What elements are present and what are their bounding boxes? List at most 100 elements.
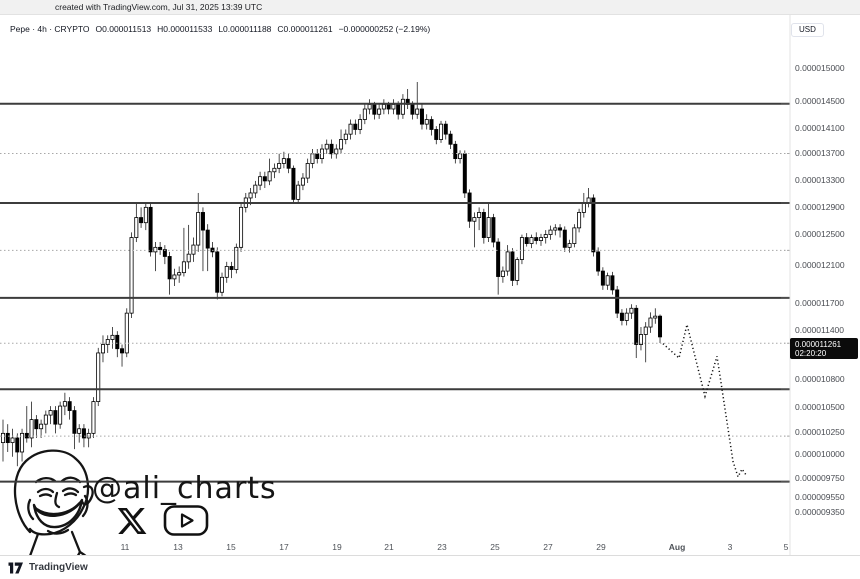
candle (553, 224, 558, 236)
candle (543, 230, 548, 244)
candle (600, 267, 605, 290)
symbol-legend[interactable]: Pepe · 4h · CRYPTO O0.000011513 H0.00001… (10, 24, 430, 34)
price-axis-label: 0.000009750 (795, 473, 845, 483)
watermark-handle-text: @ali_charts (92, 471, 277, 506)
time-axis[interactable]: 11 13 15 17 19 21 23 25 27 29 Aug 3 5 (121, 542, 789, 552)
price-axis-label: 0.000010250 (795, 427, 845, 437)
candle (562, 226, 567, 252)
time-axis-label: 23 (437, 542, 447, 552)
candle (267, 158, 272, 186)
price-axis[interactable]: 0.000015000 0.000014500 0.000014100 0.00001… (795, 63, 845, 517)
candle (586, 187, 591, 208)
time-axis-label: 15 (226, 542, 236, 552)
candle (300, 173, 305, 191)
candle (43, 410, 48, 434)
price-axis-label: 0.000013300 (795, 175, 845, 185)
candle (143, 203, 148, 231)
candle (234, 243, 239, 274)
watermark-social-icons (115, 504, 209, 537)
candle (448, 130, 453, 150)
candle (619, 309, 624, 326)
candle (434, 126, 439, 145)
candle (367, 99, 372, 115)
legend-high: H0.000011533 (157, 24, 213, 34)
candle (424, 114, 429, 130)
candle (529, 234, 534, 249)
candle (653, 308, 658, 324)
candle (77, 424, 82, 443)
candle (262, 171, 267, 188)
candle (443, 120, 448, 140)
candle (162, 245, 167, 265)
time-axis-label: 13 (173, 542, 183, 552)
candle (10, 428, 15, 457)
candle (134, 203, 139, 243)
candle (148, 203, 153, 257)
candle (220, 272, 225, 297)
candle (405, 88, 410, 110)
candle (167, 251, 172, 295)
candle (296, 180, 301, 203)
candle (191, 237, 196, 262)
candle (648, 312, 653, 333)
candle (329, 139, 334, 159)
candle (477, 207, 482, 231)
candle (281, 151, 286, 169)
time-axis-label: 11 (121, 542, 130, 552)
candle (381, 99, 386, 115)
candle (239, 203, 244, 252)
candle (48, 406, 53, 425)
candle (105, 335, 110, 353)
tradingview-logo-icon (8, 562, 23, 573)
candle (538, 233, 543, 246)
candle (624, 308, 629, 326)
candle (15, 433, 20, 467)
candle (339, 129, 344, 154)
candle (643, 322, 648, 363)
projection-path[interactable] (662, 324, 747, 479)
candle (153, 242, 158, 272)
candle (324, 139, 329, 154)
time-axis-label: 29 (596, 542, 606, 552)
candle (62, 392, 67, 416)
candle (548, 225, 553, 240)
candle (20, 428, 25, 462)
candle (53, 406, 58, 434)
candle (67, 397, 72, 420)
candle (172, 268, 177, 286)
candle (415, 81, 420, 119)
candle (315, 149, 320, 164)
candle (615, 285, 620, 319)
candle (491, 213, 496, 248)
currency-unit-label[interactable]: USD (791, 23, 824, 37)
candle (496, 238, 501, 295)
price-axis-label: 0.000012900 (795, 202, 845, 212)
candle (358, 114, 363, 135)
price-axis-label: 0.000012500 (795, 229, 845, 239)
price-axis-label: 0.000011400 (795, 325, 844, 335)
candle (519, 234, 524, 265)
candle (58, 401, 63, 429)
candles-layer (0, 81, 663, 467)
candle (120, 344, 125, 367)
candle (110, 327, 115, 349)
candle (124, 308, 129, 358)
candle (310, 149, 315, 169)
candle (158, 242, 163, 255)
price-axis-label: 0.000012100 (795, 260, 845, 270)
candle (591, 194, 596, 257)
x-logo-icon (117, 507, 147, 534)
candle (638, 327, 643, 351)
candle (96, 347, 101, 407)
candle (462, 150, 467, 198)
candle (481, 208, 486, 244)
footer-brand-text: TradingView (29, 562, 88, 573)
time-axis-label: 25 (490, 542, 500, 552)
candle (229, 261, 234, 279)
candle (210, 242, 215, 258)
candle (500, 266, 505, 283)
candle (29, 401, 34, 448)
candle (377, 104, 382, 119)
candle (581, 192, 586, 218)
